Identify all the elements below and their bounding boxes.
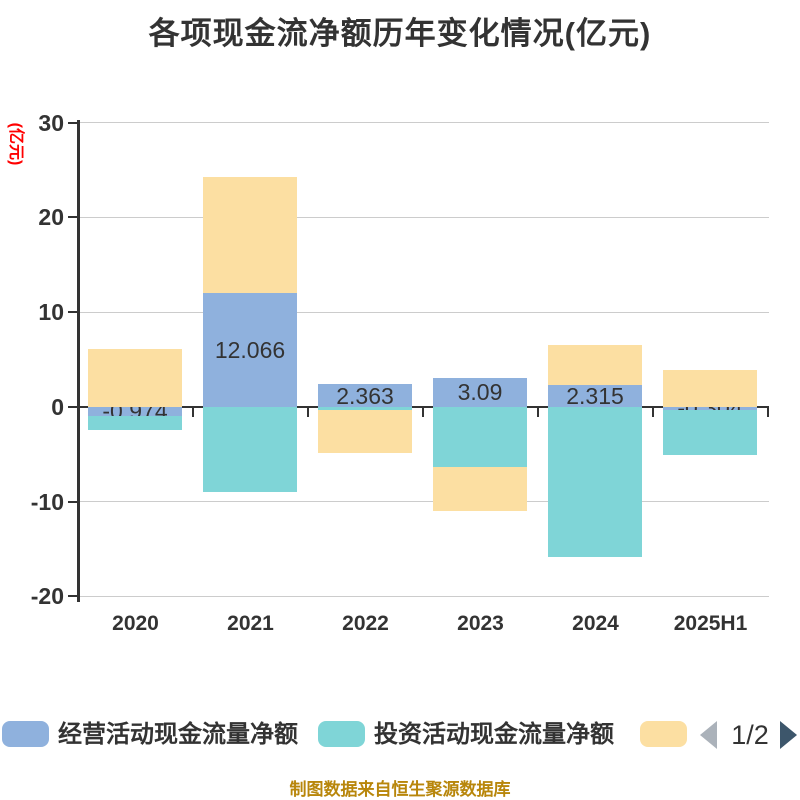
gridline--20 xyxy=(77,595,769,597)
bar-value-label-2023: 3.09 xyxy=(457,379,503,406)
y-tick-label: 0 xyxy=(51,393,64,420)
x-category-label-2020: 2020 xyxy=(112,612,159,635)
bar-operating-cashflow-2022[interactable] xyxy=(318,384,412,407)
y-tick-label: -20 xyxy=(30,583,64,610)
bar-investing-cashflow-2021[interactable] xyxy=(203,406,297,493)
gridline--10 xyxy=(77,501,769,502)
x-tickmark xyxy=(536,408,539,418)
gridline-20 xyxy=(77,216,769,218)
bar-operating-cashflow-2025H1[interactable] xyxy=(663,406,757,410)
bar-investing-cashflow-2020[interactable] xyxy=(88,416,182,430)
x-tickmark xyxy=(651,408,654,418)
y-tick-label: 30 xyxy=(38,109,64,136)
bar-investing-cashflow-2023[interactable] xyxy=(433,406,527,467)
x-tickmark xyxy=(421,408,424,418)
gridline-10 xyxy=(77,311,769,313)
gridline-30 xyxy=(77,122,769,124)
bar-investing-cashflow-2025H1[interactable] xyxy=(663,409,757,455)
bar-financing-cashflow-2025H1[interactable] xyxy=(663,370,757,407)
y-tick-label: 20 xyxy=(38,204,64,231)
y-tickmark-0 xyxy=(68,405,77,408)
bar-financing-cashflow-2021[interactable] xyxy=(203,176,297,293)
legend-swatch-operating[interactable] xyxy=(2,721,49,747)
bar-operating-cashflow-2020[interactable] xyxy=(88,406,182,417)
x-tickmark xyxy=(191,408,194,418)
bar-financing-cashflow-2020[interactable] xyxy=(88,348,182,407)
legend-swatch-financing[interactable] xyxy=(640,721,687,747)
bar-operating-cashflow-2021[interactable] xyxy=(203,292,297,407)
x-category-label-2023: 2023 xyxy=(457,612,504,635)
x-category-label-2024: 2024 xyxy=(572,612,619,635)
x-axis-zero-line xyxy=(77,405,769,409)
x-category-label-2021: 2021 xyxy=(227,612,274,635)
legend-label-operating[interactable]: 经营活动现金流量净额 xyxy=(58,721,298,748)
y-tickmark-20 xyxy=(68,216,77,219)
x-category-label-2022: 2022 xyxy=(342,612,389,635)
bar-investing-cashflow-2022[interactable] xyxy=(318,406,412,411)
y-tickmark--10 xyxy=(68,500,77,503)
bar-operating-cashflow-2023[interactable] xyxy=(433,377,527,407)
legend-label-investing[interactable]: 投资活动现金流量净额 xyxy=(374,721,614,748)
y-tickmark-30 xyxy=(68,121,77,124)
legend-swatch-investing[interactable] xyxy=(318,721,365,747)
x-tickmark xyxy=(766,408,769,418)
y-tickmark--20 xyxy=(68,595,77,598)
y-tickmark-10 xyxy=(68,311,77,314)
bar-value-label-2024: 2.315 xyxy=(566,382,624,409)
y-tick-label: 10 xyxy=(38,299,64,326)
x-category-label-2025H1: 2025H1 xyxy=(673,612,748,635)
bar-financing-cashflow-2023[interactable] xyxy=(433,466,527,511)
x-tickmark xyxy=(306,408,309,418)
legend-next-page-icon[interactable] xyxy=(780,721,797,749)
legend: 经营活动现金流量净额 投资活动现金流量净额 1/2 xyxy=(0,721,800,749)
legend-page-indicator: 1/2 xyxy=(731,720,769,750)
legend-prev-page-icon[interactable] xyxy=(700,721,717,749)
bar-operating-cashflow-2024[interactable] xyxy=(548,384,642,407)
data-source-note: 制图数据来自恒生聚源数据库 xyxy=(289,780,511,799)
bar-value-label-2022: 2.363 xyxy=(336,382,394,409)
bar-financing-cashflow-2022[interactable] xyxy=(318,410,412,454)
bar-investing-cashflow-2024[interactable] xyxy=(548,406,642,557)
y-axis-line xyxy=(77,120,80,602)
chart-title: 各项现金流净额历年变化情况(亿元) xyxy=(148,16,652,51)
bar-financing-cashflow-2024[interactable] xyxy=(548,345,642,385)
bar-value-label-2021: 12.066 xyxy=(214,336,286,363)
y-tick-label: -10 xyxy=(30,488,64,515)
